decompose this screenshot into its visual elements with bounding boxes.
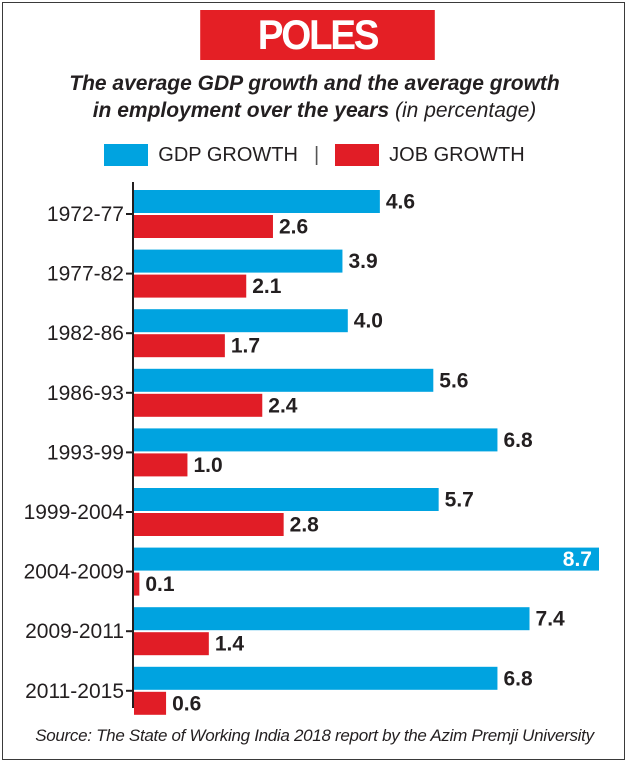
subtitle-line-2: in employment over the years (in percent… bbox=[0, 97, 629, 124]
gdp-bar bbox=[134, 309, 348, 333]
gdp-bar bbox=[134, 428, 498, 452]
category-label: 1977-82 bbox=[47, 263, 124, 286]
legend-swatch-gdp bbox=[104, 144, 149, 166]
legend-swatch-job bbox=[335, 144, 380, 166]
subtitle-line-2-text: in employment over the years bbox=[92, 99, 390, 122]
legend-item-job: JOB GROWTH bbox=[335, 144, 525, 167]
gdp-value-label: 8.7 bbox=[563, 548, 592, 571]
category-label: 2004-2009 bbox=[24, 561, 124, 584]
gdp-bar bbox=[134, 190, 380, 213]
gdp-value-label: 4.0 bbox=[354, 310, 383, 333]
job-bar bbox=[134, 572, 140, 596]
category-label: 2011-2015 bbox=[25, 680, 124, 703]
category-label: 1986-93 bbox=[47, 382, 124, 405]
job-value-label: 0.1 bbox=[145, 573, 175, 596]
legend-label-job: JOB GROWTH bbox=[389, 143, 525, 166]
category-label: 1982-86 bbox=[47, 322, 124, 345]
subtitle-line-1: The average GDP growth and the average g… bbox=[69, 72, 560, 95]
gdp-value-label: 5.7 bbox=[445, 489, 474, 512]
bar-chart: 1972-77 4.6 2.6 1977-82 3.9 2.1 1982-86 4.0 1.7 1… bbox=[24, 182, 599, 715]
job-value-label: 0.6 bbox=[172, 692, 201, 715]
gdp-value-label: 6.8 bbox=[503, 429, 533, 452]
job-bar bbox=[134, 215, 273, 238]
job-value-label: 1.7 bbox=[231, 335, 260, 358]
gdp-bar bbox=[134, 666, 498, 690]
job-bar bbox=[134, 513, 284, 536]
job-bar bbox=[134, 632, 209, 656]
gdp-value-label: 4.6 bbox=[386, 191, 415, 214]
legend: GDP GROWTH | JOB GROWTH bbox=[0, 140, 629, 170]
job-value-label: 1.4 bbox=[215, 633, 245, 656]
job-value-label: 1.0 bbox=[193, 454, 222, 477]
gdp-value-label: 5.6 bbox=[439, 369, 468, 392]
source-note: Source: The State of Working India 2018 … bbox=[35, 726, 594, 745]
gdp-value-label: 7.4 bbox=[536, 608, 566, 631]
subtitle-unit: (in percentage) bbox=[395, 99, 537, 122]
job-bar bbox=[134, 334, 225, 358]
gdp-value-label: 6.8 bbox=[503, 667, 533, 690]
chart-title: POLES APART bbox=[200, 10, 435, 108]
gdp-bar bbox=[134, 547, 599, 571]
gdp-bar bbox=[134, 607, 530, 631]
category-label: 2009-2011 bbox=[25, 620, 124, 643]
legend-separator: | bbox=[313, 143, 320, 166]
legend-label-gdp: GDP GROWTH bbox=[158, 143, 298, 166]
legend-item-gdp: GDP GROWTH bbox=[104, 144, 298, 167]
job-value-label: 2.8 bbox=[290, 514, 320, 537]
chart-subtitle: The average GDP growth and the average g… bbox=[0, 70, 629, 124]
category-label: 1993-99 bbox=[47, 441, 124, 464]
job-value-label: 2.1 bbox=[252, 275, 282, 298]
category-label: 1999-2004 bbox=[24, 501, 125, 524]
gdp-bar bbox=[134, 368, 434, 392]
gdp-bar bbox=[134, 249, 343, 273]
job-bar bbox=[134, 691, 167, 715]
gdp-bar bbox=[134, 488, 439, 511]
gdp-value-label: 3.9 bbox=[348, 250, 377, 273]
category-label: 1972-77 bbox=[47, 203, 124, 226]
job-bar bbox=[134, 274, 247, 298]
job-value-label: 2.6 bbox=[279, 216, 308, 239]
job-bar bbox=[134, 393, 263, 417]
job-value-label: 2.4 bbox=[268, 394, 298, 417]
job-bar bbox=[134, 453, 188, 477]
